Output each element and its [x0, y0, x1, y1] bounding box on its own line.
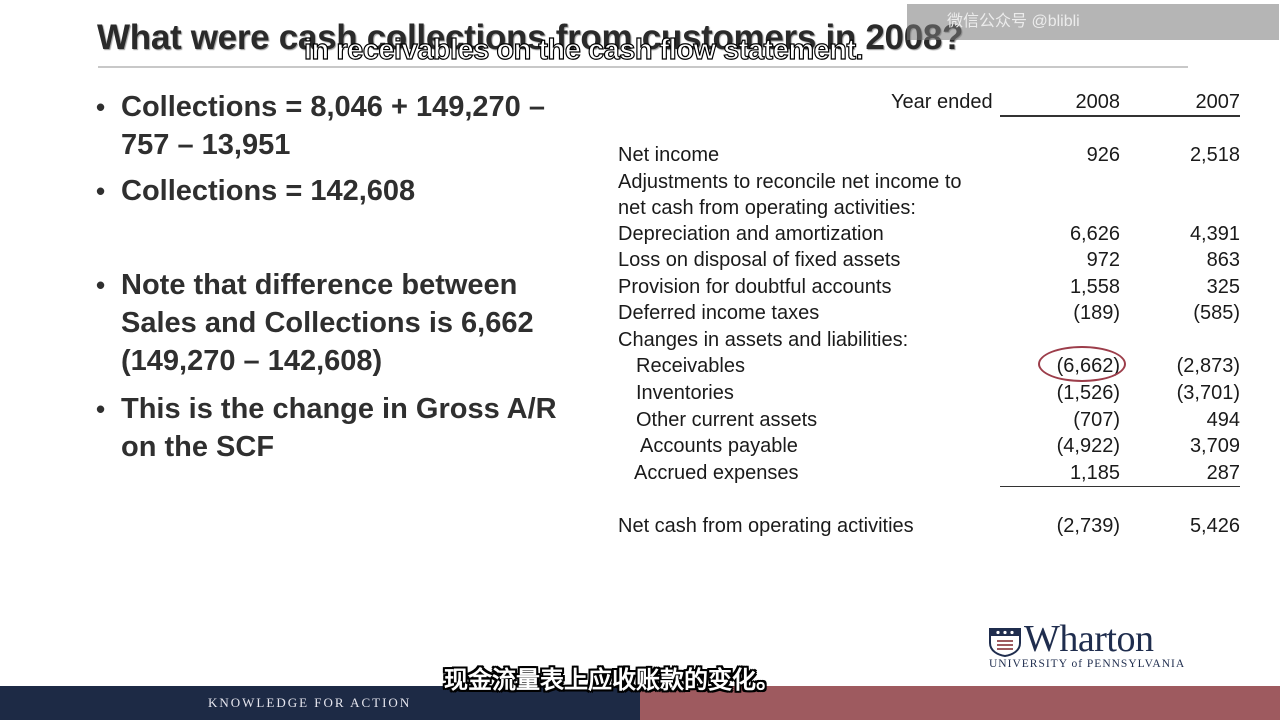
row-label: Net income: [618, 144, 720, 166]
row-label: Accrued expenses: [634, 462, 799, 484]
bullet-collections-total: Collections = 142,608: [96, 172, 596, 210]
row-label: Inventories: [636, 382, 734, 404]
row-label: Adjustments to reconcile net income to: [618, 171, 962, 193]
header-underline: [1000, 115, 1240, 117]
row-value-2007: (3,701): [1176, 382, 1240, 404]
subtitle-english: in receivables on the cash flow statemen…: [303, 33, 864, 66]
row-value-2007: (585): [1193, 302, 1240, 324]
subtotal-rule: [1000, 486, 1240, 487]
row-value-2008: 1,185: [1069, 462, 1120, 484]
row-label: Other current assets: [636, 409, 818, 431]
watermark: 微信公众号 @blibli: [907, 4, 1279, 40]
row-value-2008: (707): [1073, 409, 1120, 431]
cash-flow-statement: Year ended 2008 2007 Net income 926 2,51…: [618, 91, 1241, 537]
row-value-2007: 287: [1206, 462, 1240, 484]
row-value-2008: 6,626: [1069, 223, 1120, 245]
row-label: Accounts payable: [640, 435, 798, 457]
bullet-sales-difference: Note that difference between Sales and C…: [96, 266, 596, 380]
row-value-2008: 972: [1086, 249, 1120, 271]
footer-bar-navy: [0, 686, 640, 720]
bullet-list: Collections = 8,046 + 149,270 – 757 – 13…: [96, 88, 596, 466]
footer-bar-maroon: [640, 686, 1280, 720]
shield-icon: [989, 628, 1021, 657]
row-value-2007: 4,391: [1189, 223, 1240, 245]
row-label: Provision for doubtful accounts: [618, 276, 892, 298]
header-year-ended: Year ended: [891, 91, 993, 113]
row-value-2007: 325: [1206, 276, 1240, 298]
row-value-2007: 494: [1206, 409, 1240, 431]
row-label: Loss on disposal of fixed assets: [618, 249, 901, 271]
row-value-2008: 1,558: [1069, 276, 1120, 298]
header-2008: 2008: [1075, 91, 1121, 113]
row-label: Deferred income taxes: [618, 302, 820, 324]
title-divider: [98, 66, 1188, 68]
subtitle-chinese: 现金流量表上应收账款的变化。: [444, 666, 780, 694]
row-label-receivables: Receivables: [636, 355, 745, 377]
row-value-2007: 3,709: [1189, 435, 1240, 457]
slide-title: What were cash collections from customer…: [97, 18, 964, 57]
footer-tagline: KNOWLEDGE FOR ACTION: [208, 695, 412, 710]
total-value-2008: (2,739): [1056, 515, 1120, 537]
bullet-collections-formula: Collections = 8,046 + 149,270 – 757 – 13…: [96, 88, 596, 164]
row-value-2008: (189): [1073, 302, 1120, 324]
logo-wordmark: Wharton: [1024, 618, 1154, 660]
row-value-2007: 863: [1206, 249, 1240, 271]
total-value-2007: 5,426: [1189, 515, 1240, 537]
row-value-2008: (1,526): [1056, 382, 1120, 404]
row-value-2007: (2,873): [1176, 355, 1240, 377]
bullet-gross-ar-change: This is the change in Gross A/R on the S…: [96, 390, 596, 466]
row-label: Changes in assets and liabilities:: [618, 329, 909, 351]
row-value-2007: 2,518: [1189, 144, 1240, 166]
row-label: Depreciation and amortization: [618, 223, 884, 245]
row-value-2008: (4,922): [1056, 435, 1120, 457]
row-value-2008: 926: [1086, 144, 1120, 166]
logo-subtitle: UNIVERSITY of PENNSYLVANIA: [989, 658, 1186, 670]
row-label: net cash from operating activities:: [618, 197, 916, 219]
header-2007: 2007: [1195, 91, 1241, 113]
total-label: Net cash from operating activities: [618, 515, 914, 537]
wharton-logo: Wharton UNIVERSITY of PENNSYLVANIA: [988, 618, 1198, 675]
highlight-circle: [1038, 346, 1126, 382]
